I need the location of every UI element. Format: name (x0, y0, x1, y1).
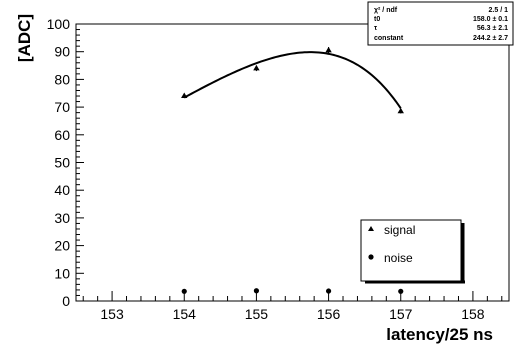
x-tick-label: 154 (173, 306, 197, 322)
stats-name-chi2: χ² / ndf (374, 7, 398, 14)
stats-box-frame (367, 1, 514, 46)
noise-point (253, 288, 260, 294)
y-tick-label: 80 (54, 71, 70, 87)
legend-frame (360, 219, 462, 282)
y-tick-label: 40 (54, 182, 70, 198)
y-tick-label: 0 (62, 293, 70, 309)
x-tick-label: 155 (245, 306, 269, 322)
stats-value-constant: 244.2 ± 2.7 (473, 35, 508, 42)
y-tick-label: 100 (47, 16, 71, 32)
x-tick-label: 153 (100, 306, 124, 322)
noise-point (325, 288, 332, 294)
legend-noise-label: noise (384, 251, 413, 265)
legend-signal-marker (368, 226, 374, 231)
stats-value-tau: 56.3 ± 2.1 (477, 25, 508, 32)
y-tick-label: 20 (54, 238, 70, 254)
signal-point (253, 64, 260, 71)
stats-name-tau: τ (374, 25, 378, 32)
y-tick-labels: 0 10 20 30 40 50 60 70 80 90 100 (47, 16, 71, 309)
x-tick-label: 156 (317, 306, 341, 322)
stats-value-chi2: 2.5 / 1 (489, 7, 509, 14)
stats-value-t0: 158.0 ± 0.1 (473, 16, 508, 23)
data-points (181, 46, 404, 294)
x-axis-title: latency/25 ns (386, 325, 493, 344)
signal-point (397, 107, 404, 114)
signal-point (325, 46, 332, 53)
y-tick-label: 70 (54, 99, 70, 115)
x-tick-label: 157 (389, 306, 413, 322)
stats-name-constant: constant (374, 35, 404, 42)
y-tick-label: 90 (54, 44, 70, 60)
y-axis-title: [ADC] (15, 14, 34, 62)
legend: signal noise (360, 219, 465, 284)
stats-name-t0: t0 (374, 16, 380, 23)
x-tick-labels: 153 154 155 156 157 158 (100, 306, 484, 322)
noise-point (398, 288, 404, 294)
y-tick-label: 30 (54, 210, 70, 226)
x-tick-label: 158 (461, 306, 485, 322)
legend-noise-marker (368, 254, 374, 260)
noise-point (181, 288, 187, 294)
signal-point (181, 92, 188, 99)
legend-signal-label: signal (384, 223, 415, 237)
y-tick-label: 50 (54, 155, 70, 171)
fit-curve (183, 51, 402, 109)
stats-box: χ² / ndf 2.5 / 1 t0 158.0 ± 0.1 τ 56.3 ±… (367, 1, 514, 46)
y-tick-label: 60 (54, 127, 70, 143)
y-tick-label: 10 (54, 265, 70, 281)
